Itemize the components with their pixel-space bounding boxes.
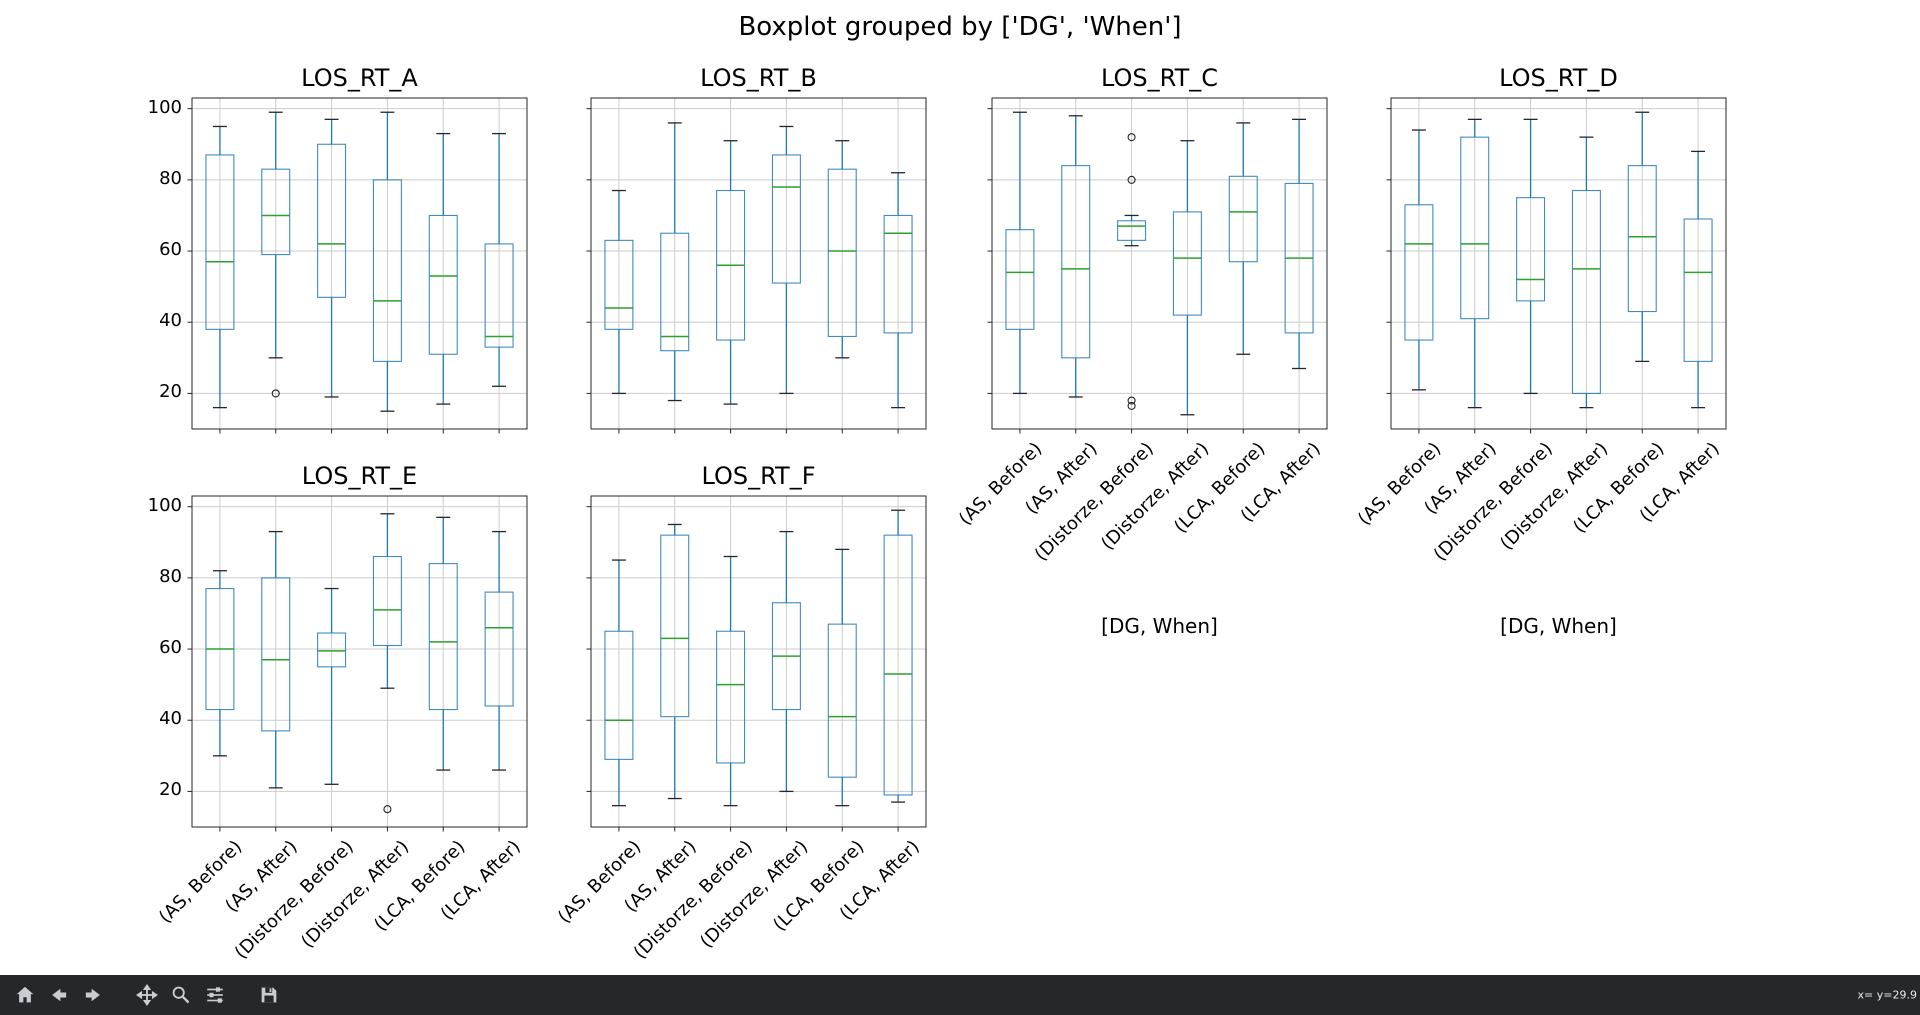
outlier-marker [383,805,392,814]
boxplot-axes [187,495,528,832]
forward-arrow-icon [85,988,100,1002]
subplots-button[interactable] [198,979,232,1011]
y-tick-label: 20 [159,381,182,403]
box [261,168,291,256]
x-axis-label: [DG, When] [1101,614,1218,638]
box [604,239,634,330]
axes-border [191,495,528,828]
forward-button[interactable] [76,979,110,1011]
boxplot-axes [586,495,927,832]
y-tick-label: 80 [159,565,182,587]
pan-button[interactable] [130,979,164,1011]
axes-border [1390,97,1727,430]
save-button[interactable] [252,979,286,1011]
figure-canvas: Boxplot grouped by ['DG', 'When'] LOS_RT… [147,12,1727,964]
box [883,534,913,796]
box [660,534,690,718]
back-button[interactable] [42,979,76,1011]
figure-title: Boxplot grouped by ['DG', 'When'] [738,12,1182,42]
box [716,630,746,764]
box [317,143,347,298]
sliders-icon [207,987,223,1003]
box [1117,220,1147,241]
y-tick-label: 100 [147,96,182,118]
y-tick-label: 20 [159,779,182,801]
axes-border [590,495,927,828]
box [1627,165,1657,313]
matplotlib-toolbar: x= y=29.9 [0,975,1920,1015]
subplot-title: LOS_RT_F [701,462,816,490]
boxplot-axes [987,97,1328,434]
x-tick-label: (AS, Before) [1353,438,1446,530]
box [428,214,458,355]
cursor-position-readout: x= y=29.9 [1857,988,1917,1002]
box [372,555,402,647]
zoom-icon [172,986,190,1004]
box [660,232,690,352]
home-button[interactable] [8,979,42,1011]
x-tick-label: (AS, Before) [954,438,1047,530]
outlier-marker [1127,396,1136,405]
y-tick-label: 60 [159,637,182,659]
outlier-marker [271,389,280,398]
save-floppy-icon [261,987,277,1003]
y-tick-label: 40 [159,708,182,730]
box [1404,204,1434,341]
axes-border [590,97,927,430]
boxplot-axes [586,97,927,434]
subplot-title: LOS_RT_C [1101,64,1218,92]
box [428,563,458,711]
subplot-title: LOS_RT_B [700,64,817,92]
outlier-marker [1127,175,1136,184]
boxplot-axes [187,97,528,434]
box [1061,165,1091,359]
back-arrow-icon [52,988,67,1002]
subplot-title: LOS_RT_E [301,462,418,490]
box [1683,218,1713,362]
home-icon [16,986,34,1003]
subplot-title: LOS_RT_D [1499,64,1618,92]
subplot-title: LOS_RT_A [301,64,418,92]
y-tick-label: 60 [159,239,182,261]
box [317,632,347,668]
y-tick-label: 80 [159,167,182,189]
x-tick-label: (AS, Before) [553,836,646,928]
box [1228,175,1258,263]
box [484,243,514,348]
zoom-button[interactable] [164,979,198,1011]
box [771,154,801,284]
box [205,154,235,330]
box [372,179,402,362]
toolbar-separator [110,975,130,1015]
boxplot-axes [1386,97,1727,434]
box [1005,229,1035,330]
box [604,630,634,760]
box [261,577,291,732]
x-axis-label: [DG, When] [1500,614,1617,638]
box [1571,189,1601,394]
box [1172,211,1202,316]
outlier-marker [1127,133,1136,142]
axes-border [191,97,528,430]
box [883,214,913,334]
y-tick-label: 100 [147,494,182,516]
pan-icon [136,984,158,1006]
toolbar-separator [232,975,252,1015]
box [827,623,857,778]
outlier-marker [1127,401,1136,410]
box [1460,136,1490,320]
box [827,168,857,338]
box [484,591,514,707]
box [1516,197,1546,302]
axes-border [991,97,1328,430]
x-tick-label: (AS, Before) [154,836,247,928]
y-tick-label: 40 [159,310,182,332]
